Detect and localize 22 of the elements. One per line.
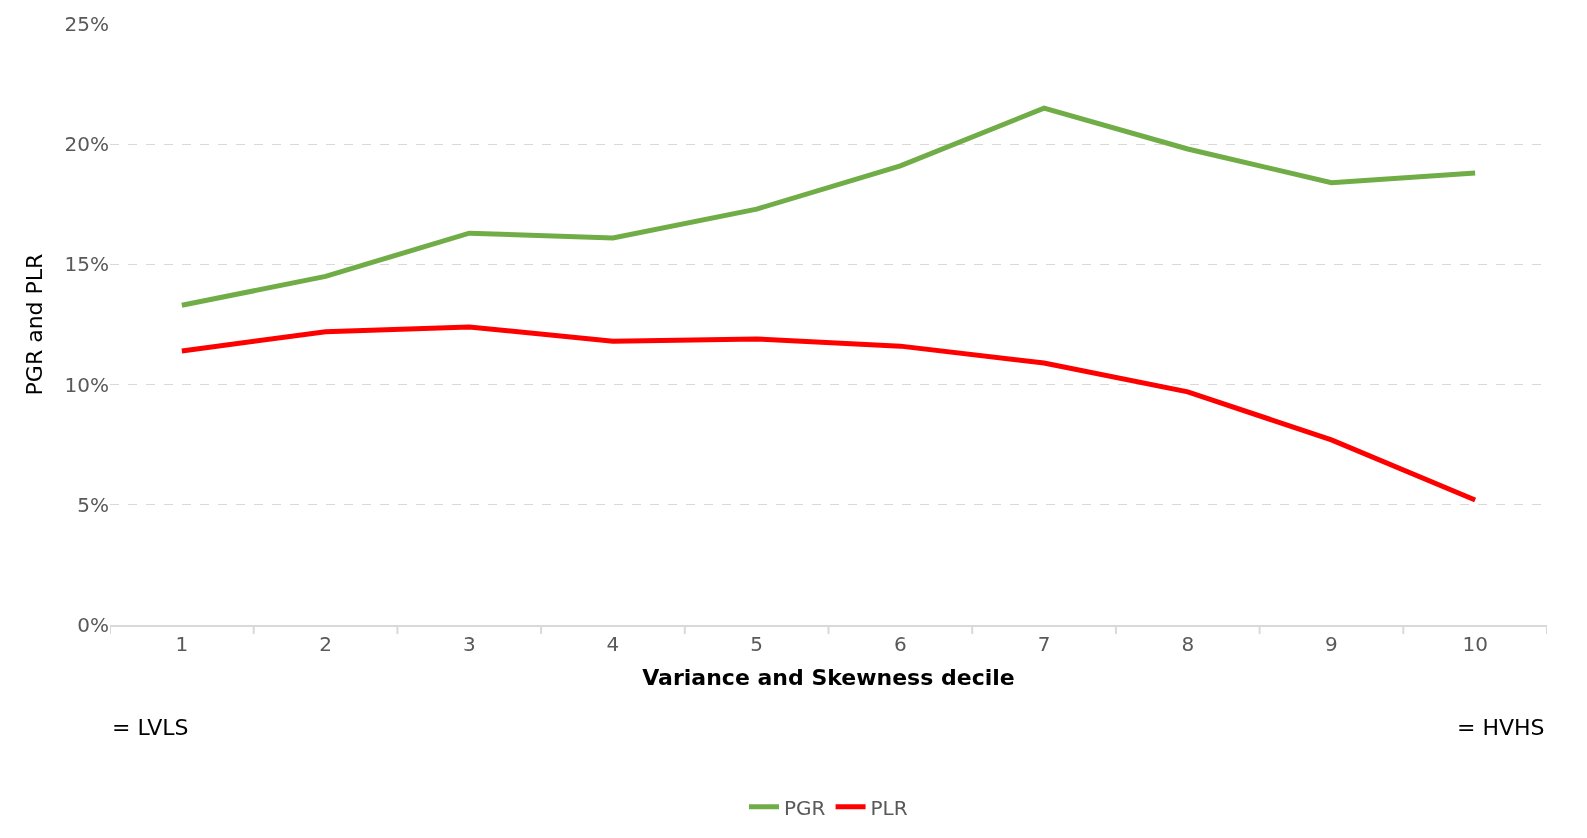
x-tick-label: 5 xyxy=(750,632,764,656)
x-tick-label: 1 xyxy=(175,632,189,656)
y-tick-label: 0% xyxy=(77,613,109,637)
y-tick-label: 15% xyxy=(64,252,109,277)
x-tick-label: 7 xyxy=(1037,632,1051,656)
x-tick-label: 2 xyxy=(319,632,332,656)
text: = HVHS xyxy=(1457,715,1545,740)
x-tick-label: 4 xyxy=(606,632,620,656)
y-tick-label: 25% xyxy=(64,12,109,36)
y-tick-label: 20% xyxy=(64,132,109,157)
y-tick-label: 5% xyxy=(77,492,109,517)
y-tick-label: 10% xyxy=(64,372,109,397)
legend-label: PGR xyxy=(784,795,826,820)
y-axis-title: PGR and PLR xyxy=(22,253,48,396)
text: = LVLS xyxy=(112,715,189,740)
legend-label: PLR xyxy=(870,795,908,820)
x-tick-label: 6 xyxy=(893,632,907,656)
x-axis-title: Variance and Skewness decile xyxy=(642,665,1015,691)
x-tick-label: 9 xyxy=(1325,632,1338,656)
x-tick-label: 8 xyxy=(1181,632,1195,656)
x-tick-label: 10 xyxy=(1462,632,1488,656)
x-tick-label: 3 xyxy=(462,632,476,656)
